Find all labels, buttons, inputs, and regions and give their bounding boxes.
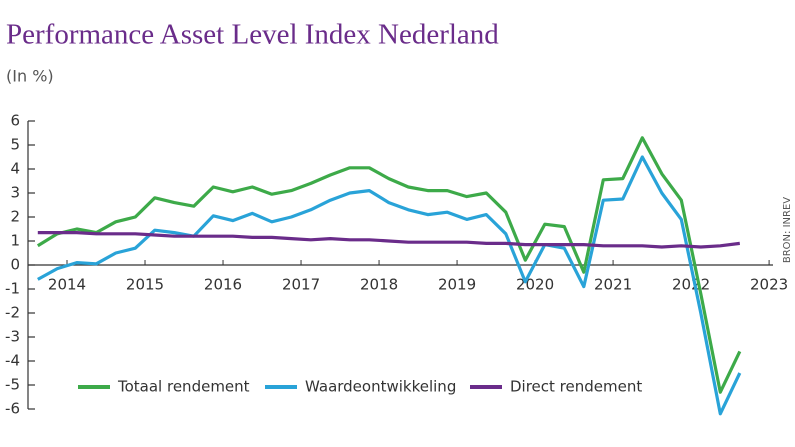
- source: BRON: INREV: [782, 197, 793, 263]
- y-tick-label: -5: [5, 376, 20, 394]
- x-tick-label: 2017: [282, 276, 320, 294]
- y-tick-label: 3: [10, 184, 20, 202]
- legend-label: Waardeontwikkeling: [305, 378, 456, 396]
- y-tick-label: -6: [5, 400, 20, 418]
- x-tick-label: 2014: [48, 276, 86, 294]
- legend-label: Totaal rendement: [117, 378, 250, 396]
- y-tick-label: 6: [10, 112, 20, 130]
- y-tick-label: -1: [5, 280, 20, 298]
- chart-title: Performance Asset Level Index Nederland: [6, 19, 499, 51]
- y-tick-label: 5: [10, 136, 20, 154]
- x-tick-label: 2018: [360, 276, 398, 294]
- y-tick-label: 2: [10, 208, 20, 226]
- series-line: [37, 155, 742, 416]
- y-tick-label: -3: [5, 328, 20, 346]
- x-tick-label: 2016: [204, 276, 242, 294]
- y-tick-label: -2: [5, 304, 20, 322]
- series-line: [36, 136, 742, 394]
- x-tick-label: 2015: [126, 276, 164, 294]
- series-line: [37, 231, 740, 249]
- x-tick-label: 2019: [438, 276, 476, 294]
- x-tick-label: 2023: [750, 276, 788, 294]
- y-tick-label: 1: [10, 232, 20, 250]
- legend-label: Direct rendement: [510, 378, 642, 396]
- x-tick-label: 2022: [672, 276, 710, 294]
- y-tick-label: 0: [10, 256, 20, 274]
- y-tick-label: -4: [5, 352, 20, 370]
- chart-subtitle: (In %): [6, 67, 54, 86]
- x-tick-label: 2021: [594, 276, 632, 294]
- y-tick-label: 4: [10, 160, 20, 178]
- x-tick-label: 2020: [516, 276, 554, 294]
